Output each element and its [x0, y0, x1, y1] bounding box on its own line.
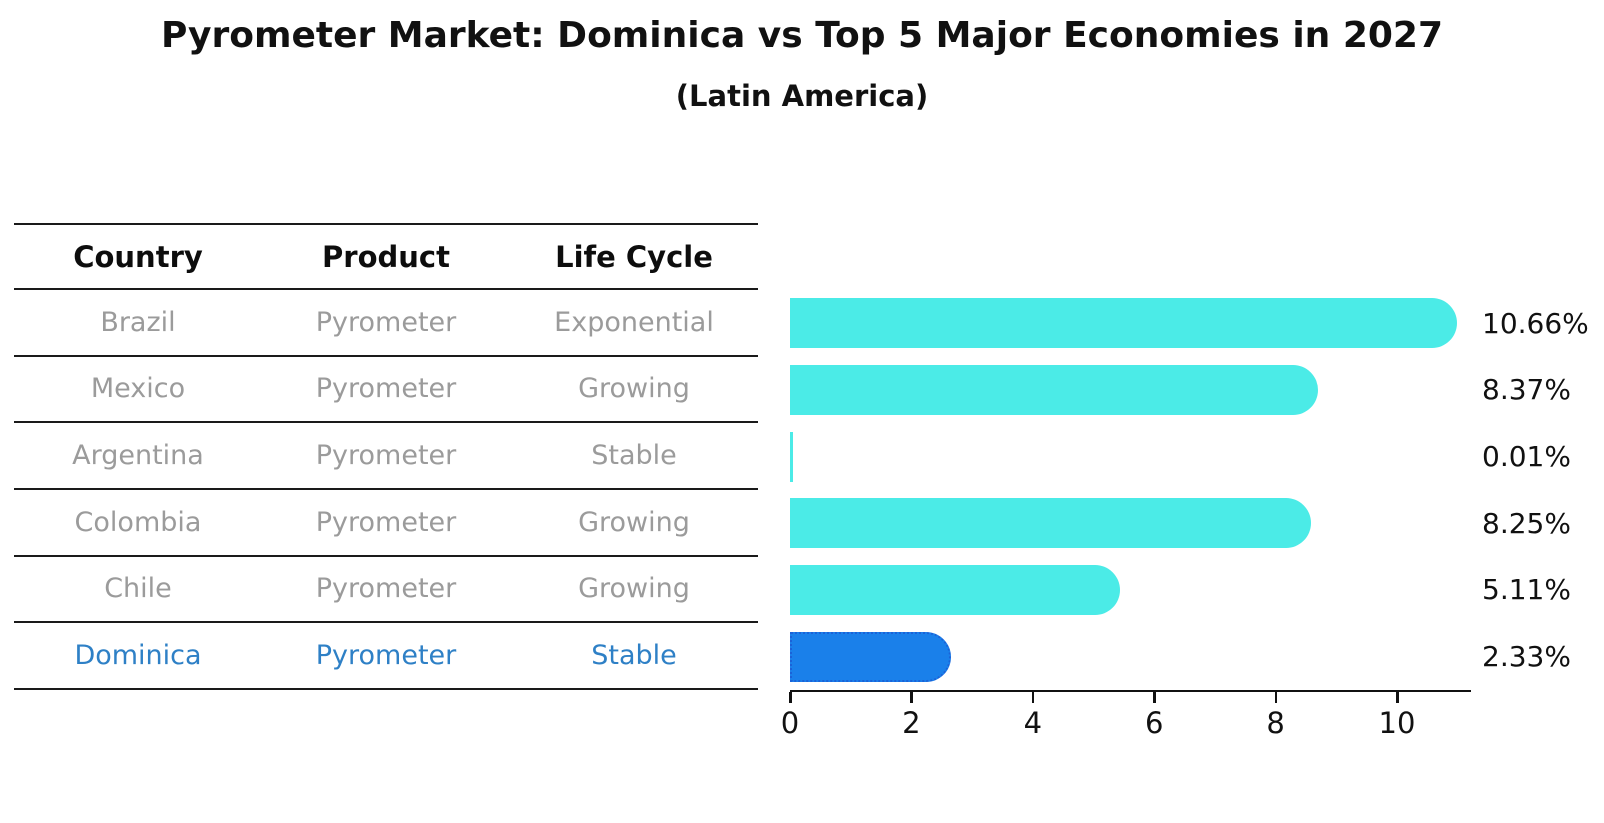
- x-tick-mark: [910, 692, 913, 703]
- x-tick-mark: [1031, 692, 1035, 703]
- x-tick-mark: [1396, 692, 1399, 703]
- country-table: Country Product Life Cycle Brazil Pyromet…: [14, 223, 758, 690]
- column-header-country: Country: [73, 239, 203, 274]
- bar-mexico: [790, 364, 1319, 415]
- bar-chile: [790, 564, 1121, 615]
- column-header-product: Product: [322, 239, 450, 274]
- x-axis: 0 2 4 6 8 10: [781, 690, 1471, 740]
- bar-argentina: [790, 431, 793, 482]
- x-tick-label: 8: [1266, 706, 1285, 740]
- cell-country: Argentina: [72, 440, 204, 472]
- value-label-dominica: 2.33%: [1482, 640, 1571, 674]
- table-row-argentina: Argentina Pyrometer Stable: [14, 423, 758, 490]
- table-body: Brazil Pyrometer Exponential Mexico Pyromete…: [14, 290, 758, 690]
- bars-area: [790, 290, 1470, 690]
- x-tick-mark: [789, 692, 792, 703]
- bar-row-brazil: [790, 290, 1470, 357]
- cell-life-cycle: Stable: [591, 640, 677, 672]
- bar-row-colombia: [790, 490, 1470, 557]
- x-tick-label: 10: [1378, 706, 1416, 740]
- cell-country: Mexico: [90, 373, 186, 405]
- table-row-dominica: Dominica Pyrometer Stable: [14, 623, 758, 690]
- cell-product: Pyrometer: [315, 306, 457, 338]
- cell-product: Pyrometer: [315, 640, 457, 672]
- table-row-brazil: Brazil Pyrometer Exponential: [14, 290, 758, 357]
- x-tick-label: 2: [902, 706, 921, 740]
- x-tick-mark: [1274, 692, 1278, 703]
- table-row-chile: Chile Pyrometer Growing: [14, 557, 758, 624]
- cell-product: Pyrometer: [315, 440, 457, 472]
- x-tick-label: 0: [780, 706, 800, 740]
- chart-title: Pyrometer Market: Dominica vs Top 5 Majo…: [160, 15, 1444, 56]
- cell-life-cycle: Stable: [591, 440, 677, 472]
- x-tick-label: 6: [1144, 706, 1164, 740]
- table-row-colombia: Colombia Pyrometer Growing: [14, 490, 758, 557]
- value-label-chile: 5.11%: [1482, 573, 1571, 607]
- column-header-life-cycle: Life Cycle: [555, 239, 713, 274]
- value-label-brazil: 10.66%: [1482, 306, 1589, 340]
- cell-product: Pyrometer: [315, 573, 457, 605]
- bar-brazil: [790, 298, 1458, 349]
- bar-row-mexico: [790, 357, 1470, 424]
- cell-product: Pyrometer: [315, 373, 457, 405]
- cell-life-cycle: Growing: [578, 506, 690, 538]
- chart-subtitle: (Latin America): [675, 79, 929, 113]
- bar-row-argentina: [790, 423, 1470, 490]
- x-tick-mark: [1153, 692, 1156, 703]
- value-label-mexico: 8.37%: [1482, 373, 1571, 407]
- cell-country: Chile: [104, 573, 172, 605]
- bar-colombia: [790, 498, 1311, 549]
- cell-life-cycle: Exponential: [554, 306, 714, 338]
- x-tick-label: 4: [1023, 706, 1043, 740]
- value-label-argentina: 0.01%: [1482, 440, 1571, 474]
- table-header-row: Country Product Life Cycle: [14, 225, 758, 290]
- bar-dominica: [790, 631, 952, 682]
- cell-product: Pyrometer: [315, 506, 457, 538]
- bar-row-chile: [790, 557, 1470, 624]
- cell-country: Brazil: [100, 306, 176, 338]
- value-labels: 10.66% 8.37% 0.01% 8.25% 5.11% 2.33%: [1482, 290, 1602, 690]
- value-label-colombia: 8.25%: [1482, 506, 1571, 540]
- bar-row-dominica: [790, 623, 1470, 690]
- cell-country: Colombia: [74, 506, 202, 538]
- table-row-mexico: Mexico Pyrometer Growing: [14, 357, 758, 424]
- cell-life-cycle: Growing: [578, 373, 690, 405]
- cell-country: Dominica: [74, 640, 202, 672]
- cell-life-cycle: Growing: [578, 573, 690, 605]
